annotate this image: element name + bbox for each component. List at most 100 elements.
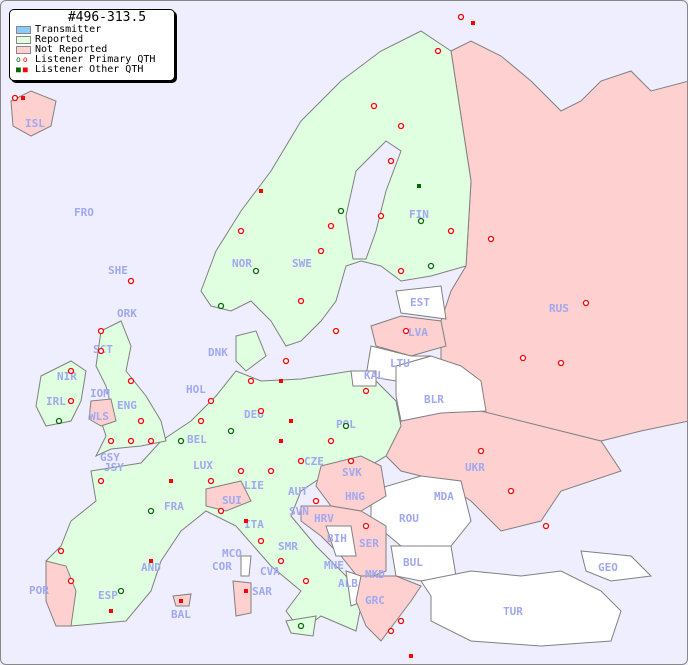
- listener-primary-qth-marker: [252, 267, 260, 275]
- country-label-geo: GEO: [598, 561, 618, 574]
- listener-primary-qth-marker: [342, 422, 350, 430]
- listener-primary-qth-marker: [97, 477, 105, 485]
- country-label-alb: ALB: [338, 577, 358, 590]
- listener-markers: [11, 13, 590, 658]
- land: [10, 30, 687, 647]
- listener-primary-qth-marker: [457, 13, 465, 21]
- listener-primary-qth-marker: [127, 377, 135, 385]
- country-label-lie: LIE: [244, 479, 264, 492]
- listener-primary-qth-marker: [312, 497, 320, 505]
- country-geo: [580, 550, 653, 582]
- country-label-ork: ORK: [117, 307, 137, 320]
- listener-other-qth-marker: [409, 654, 413, 658]
- legend-label: Not Reported: [35, 44, 108, 55]
- listener-primary-qth-marker: [217, 507, 225, 515]
- country-label-tur: TUR: [503, 605, 523, 618]
- listener-primary-qth-marker: [397, 267, 405, 275]
- listener-other-qth-marker: [259, 189, 263, 193]
- listener-other-qth-marker: [21, 96, 25, 100]
- listener-primary-qth-marker: [267, 467, 275, 475]
- listener-primary-qth-marker: [297, 622, 305, 630]
- listener-primary-qth-marker: [67, 577, 75, 585]
- country-label-ltu: LTU: [390, 357, 410, 370]
- listener-primary-qth-marker: [402, 327, 410, 335]
- listener-primary-qth-marker: [387, 627, 395, 635]
- listener-primary-qth-marker: [147, 437, 155, 445]
- country-label-hrv: HRV: [314, 512, 334, 525]
- listener-other-qth-marker: [149, 559, 153, 563]
- listener-other-qth-marker: [289, 419, 293, 423]
- listener-primary-qth-marker: [97, 327, 105, 335]
- country-labels: ISLFROSHEORKSCTNIRIRLIOMENGWLSGSYJSYDNKH…: [25, 117, 618, 621]
- legend-label: Transmitter: [35, 24, 102, 35]
- listener-primary-qth-marker: [227, 427, 235, 435]
- listener-other-qth-marker: [244, 589, 248, 593]
- listener-primary-qth-marker: [237, 467, 245, 475]
- listener-primary-qth-marker: [582, 299, 590, 307]
- listener-primary-qth-marker: [557, 359, 565, 367]
- listener-primary-qth-marker: [487, 235, 495, 243]
- country-label-hol: HOL: [186, 383, 206, 396]
- island-ireland: [35, 360, 87, 427]
- country-label-hng: HNG: [345, 490, 365, 503]
- listener-primary-qth-marker: [282, 357, 290, 365]
- other-qth-icon: ■ ■: [16, 65, 28, 74]
- listener-primary-qth-marker: [434, 47, 442, 55]
- legend-transmitter: Transmitter: [10, 25, 174, 35]
- listener-primary-qth-marker: [297, 457, 305, 465]
- listener-primary-qth-marker: [377, 212, 385, 220]
- country-label-she: SHE: [108, 264, 128, 277]
- listener-other-qth-marker: [169, 479, 173, 483]
- legend: #496-313.5 Transmitter Reported Not Repo…: [9, 9, 175, 81]
- listener-primary-qth-marker: [257, 537, 265, 545]
- listener-primary-qth-marker: [347, 457, 355, 465]
- listener-primary-qth-marker: [297, 297, 305, 305]
- country-tur: [420, 570, 622, 647]
- country-label-cva: CVA: [260, 565, 280, 578]
- listener-other-qth-marker: [471, 21, 475, 25]
- listener-primary-qth-marker: [67, 397, 75, 405]
- listener-primary-qth-marker: [97, 347, 105, 355]
- listener-primary-qth-marker: [55, 417, 63, 425]
- legend-label: Listener Primary QTH: [35, 54, 156, 65]
- country-label-svn: SVN: [289, 505, 309, 518]
- country-lva: [370, 315, 447, 357]
- reported-swatch: [16, 36, 31, 44]
- country-label-isl: ISL: [25, 117, 45, 130]
- listener-primary-qth-marker: [337, 207, 345, 215]
- region-scandinavia: [200, 30, 472, 347]
- country-sar: [232, 580, 252, 617]
- listener-primary-qth-marker: [127, 277, 135, 285]
- listener-primary-qth-marker: [217, 302, 225, 310]
- country-bih: [325, 525, 357, 557]
- listener-primary-qth-marker: [427, 262, 435, 270]
- country-label-svk: SVK: [342, 466, 362, 479]
- listener-primary-qth-marker: [332, 327, 340, 335]
- country-label-kal: KAL: [364, 369, 384, 382]
- listener-primary-qth-marker: [257, 407, 265, 415]
- country-label-fin: FIN: [409, 208, 429, 221]
- legend-label: Reported: [35, 34, 84, 45]
- listener-primary-qth-marker: [397, 617, 405, 625]
- listener-primary-qth-marker: [127, 437, 135, 445]
- listener-primary-qth-marker: [207, 397, 215, 405]
- listener-primary-qth-marker: [207, 477, 215, 485]
- country-label-grc: GRC: [365, 594, 385, 607]
- country-label-sui: SUI: [222, 494, 242, 507]
- listener-primary-qth-marker: [11, 94, 19, 102]
- country-est: [395, 285, 447, 320]
- listener-primary-qth-marker: [237, 227, 245, 235]
- listener-primary-qth-marker: [327, 437, 335, 445]
- listener-primary-qth-marker: [362, 387, 370, 395]
- country-label-sar: SAR: [252, 585, 272, 598]
- country-label-swe: SWE: [292, 257, 312, 270]
- listener-primary-qth-marker: [317, 247, 325, 255]
- gulf-of-bothnia: [345, 140, 402, 260]
- listener-primary-qth-marker: [57, 547, 65, 555]
- country-grc: [355, 575, 422, 642]
- country-label-dnk: DNK: [208, 346, 228, 359]
- not-reported-swatch: [16, 46, 31, 54]
- transmitter-swatch: [16, 26, 31, 34]
